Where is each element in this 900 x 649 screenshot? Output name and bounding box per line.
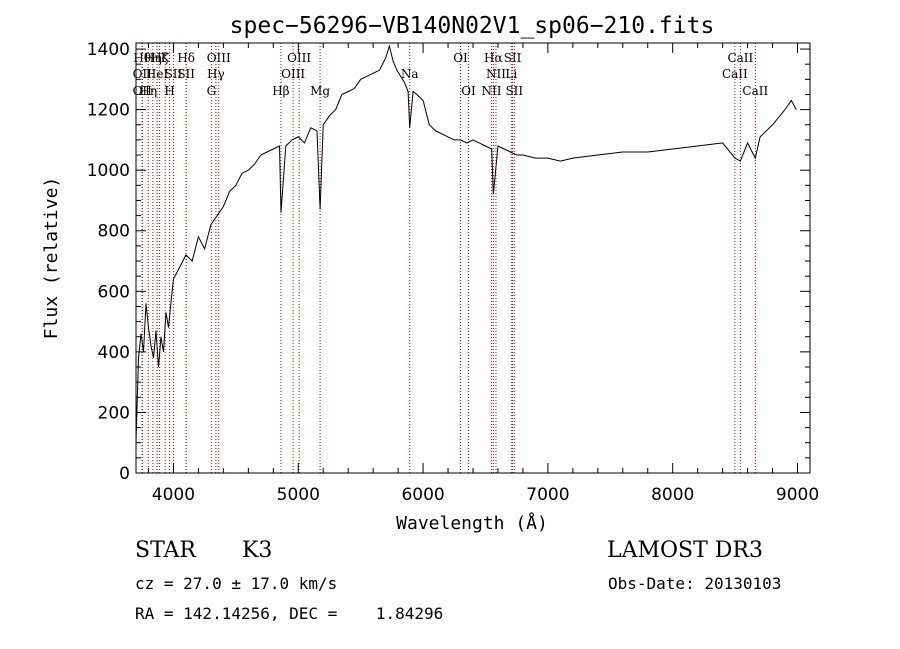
line-label: OIII [281, 67, 305, 81]
y-tick-label: 0 [119, 464, 130, 484]
line-label: Hα [484, 51, 503, 65]
line-label: CaII [727, 51, 753, 65]
x-tick-label: 7000 [526, 485, 569, 505]
obs-date-text: Obs-Date: 20130103 [608, 574, 782, 593]
line-label: OI [461, 84, 476, 98]
y-tick-label: 1000 [87, 161, 130, 181]
line-label: OI [453, 51, 468, 65]
y-tick-label: 600 [98, 282, 130, 302]
spectrum-line [135, 44, 797, 443]
line-label: SII [505, 84, 523, 98]
y-tick-label: 1400 [87, 40, 130, 60]
x-tick-label: 9000 [776, 485, 819, 505]
line-label: CaII [742, 84, 768, 98]
x-tick-label: 6000 [401, 485, 444, 505]
y-tick-label: 1200 [87, 101, 130, 121]
line-label: Na [401, 67, 419, 81]
object-class: STAR [135, 538, 196, 563]
plot-frame [135, 42, 811, 474]
line-label: Hη [139, 84, 157, 98]
line-label: Hβ [272, 84, 289, 98]
line-label: OIII [207, 51, 231, 65]
line-label: SII [165, 67, 183, 81]
line-label: Mg [310, 84, 330, 98]
line-label: HeI [146, 67, 169, 81]
line-label: H [164, 84, 174, 98]
x-tick-label: 5000 [277, 485, 320, 505]
line-label: G [207, 84, 217, 98]
line-label: SII [504, 51, 522, 65]
line-label: CaII [722, 67, 748, 81]
redshift-text: cz = 27.0 ± 17.0 km/s [135, 574, 338, 593]
line-label: Hζ [151, 51, 168, 65]
line-label: K [161, 51, 171, 65]
y-axis-ticks: 0 200 400 600 800 1000 1200 1400 [87, 40, 810, 484]
y-axis-label: Flux (relative) [41, 177, 62, 340]
spectral-line-markers: HθOIIOIIHηHηHeIHζKHSIIHδSIIGHγOIIIHβOIII… [133, 43, 768, 473]
coordinates-text: RA = 142.14256, DEC = 1.84296 [135, 604, 444, 623]
x-axis-ticks: 4000 5000 6000 7000 8000 9000 [147, 43, 819, 505]
x-axis-label: Wavelength (Å) [396, 512, 548, 534]
x-tick-label: 4000 [152, 485, 195, 505]
y-tick-label: 400 [98, 343, 130, 363]
x-tick-label: 8000 [651, 485, 694, 505]
chart-title: spec−56296−VB140N02V1_sp06−210.fits [230, 13, 715, 39]
line-label: NII [481, 84, 501, 98]
line-label: Li [505, 67, 517, 81]
y-tick-label: 800 [98, 222, 130, 242]
line-label: SII [177, 67, 195, 81]
y-tick-label: 200 [98, 403, 130, 423]
survey-name: LAMOST DR3 [607, 538, 763, 563]
line-label: NII [486, 67, 506, 81]
line-label: OIII [287, 51, 311, 65]
object-subclass: K3 [242, 538, 273, 563]
line-label: Hγ [207, 67, 225, 81]
